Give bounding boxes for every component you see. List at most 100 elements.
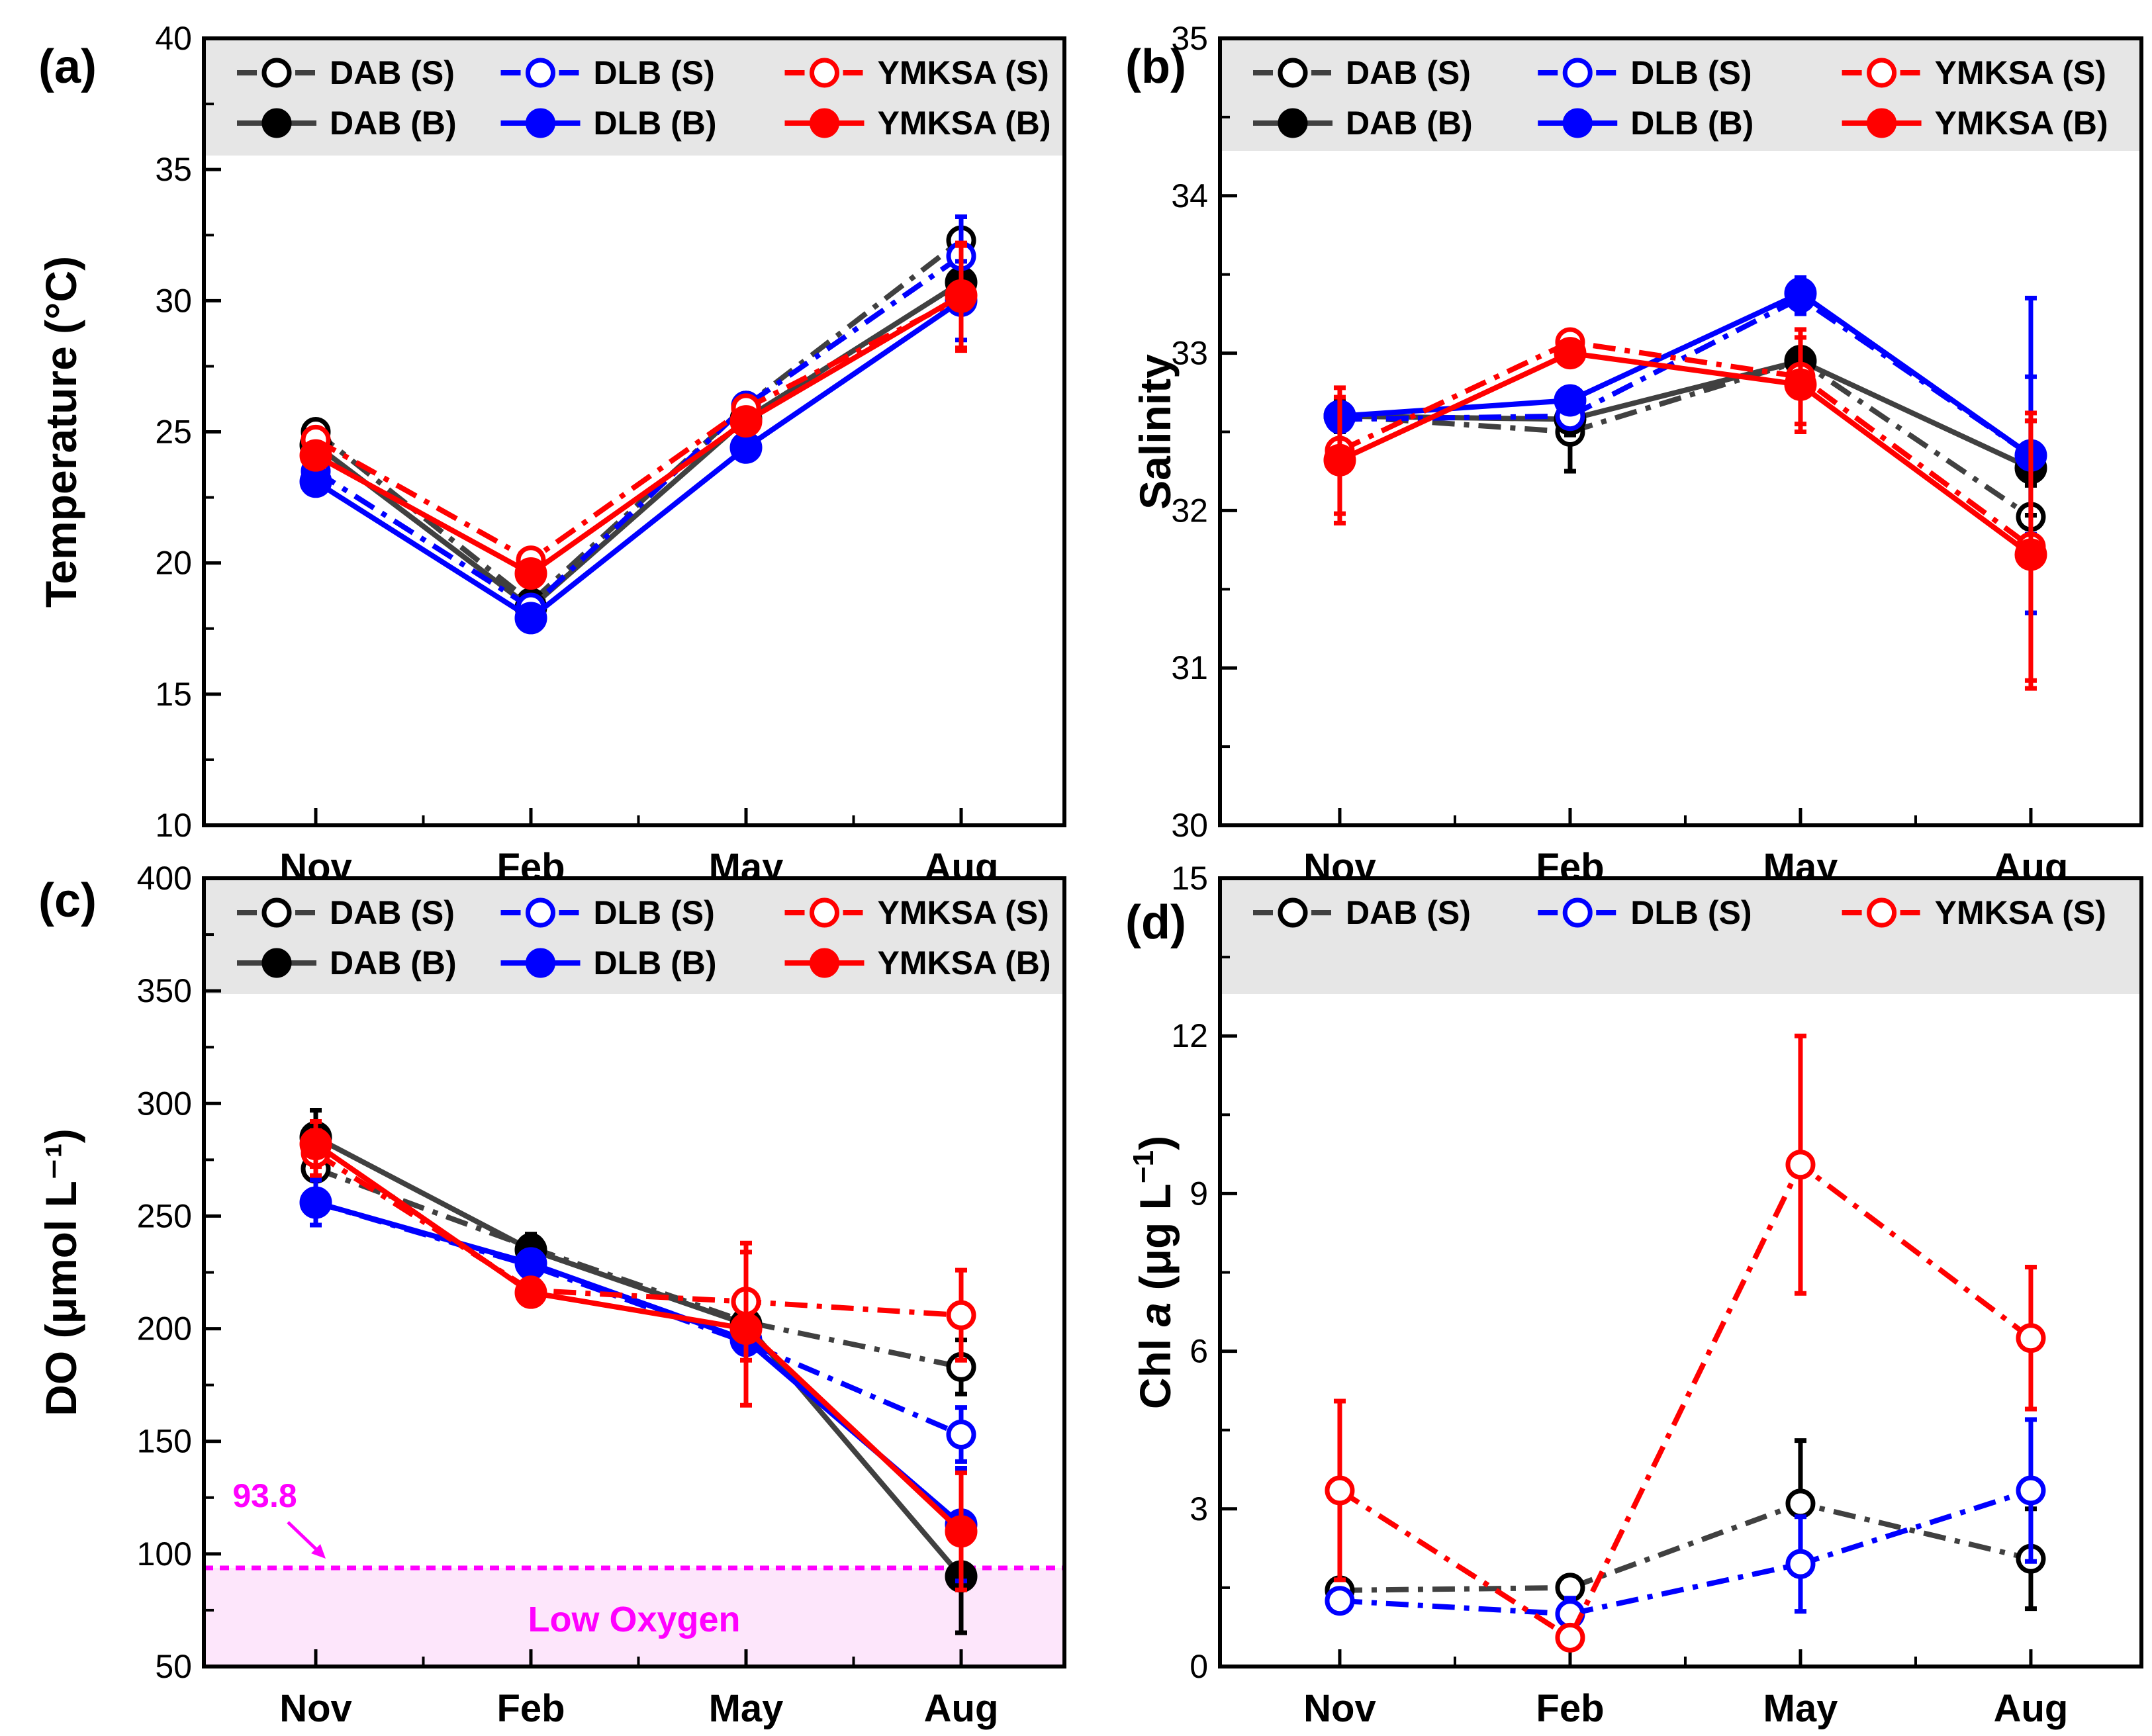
y-tick-label: 15 xyxy=(155,676,192,713)
y-tick-label: 20 xyxy=(155,545,192,582)
legend-label-dab_b: DAB (B) xyxy=(330,944,457,982)
plot-frame xyxy=(202,36,1066,827)
legend-background xyxy=(204,878,1064,994)
legend-marker-dlb_b xyxy=(1562,108,1593,138)
data-point-ymksa_s xyxy=(946,1300,976,1330)
legend-label-dlb_b: DLB (B) xyxy=(594,944,717,982)
legend-marker-dlb_s xyxy=(526,897,555,928)
y-tick-label: 350 xyxy=(137,972,192,1009)
legend-marker-dab_s xyxy=(261,897,292,928)
y-tick-label: 25 xyxy=(155,414,192,451)
legend-label-dab_b: DAB (B) xyxy=(330,105,457,142)
legend-label-ymksa_s: YMKSA (S) xyxy=(878,54,1049,91)
series-line-dlb_s xyxy=(314,253,963,611)
legend-marker-ymksa_b xyxy=(810,108,839,138)
x-tick-label: Aug xyxy=(1994,1687,2069,1730)
y-tick-label: 200 xyxy=(137,1310,192,1348)
data-point-dlb_b xyxy=(514,1247,547,1280)
legend-marker-dlb_b xyxy=(526,948,555,978)
legend-marker-dab_s xyxy=(261,58,292,88)
y-tick-label: 35 xyxy=(155,151,192,188)
legend-item-ymksa_s: YMKSA (S) xyxy=(784,54,1049,91)
legend-background xyxy=(204,38,1064,156)
legend-marker-ymksa_s xyxy=(1867,58,1897,88)
series-dlb_b xyxy=(299,259,978,635)
data-point-ymksa_b xyxy=(1784,368,1817,401)
legend-item-ymksa_s: YMKSA (S) xyxy=(1842,894,2106,931)
series-line-ymksa_b xyxy=(314,1142,963,1533)
series-line-ymksa_s xyxy=(314,295,962,563)
data-point-dlb_b xyxy=(299,465,332,498)
data-point-ymksa_b xyxy=(299,439,332,472)
threshold-arrow-head xyxy=(311,1544,326,1559)
y-tick-label: 30 xyxy=(155,282,192,319)
legend-label-dlb_s: DLB (S) xyxy=(1630,894,1752,931)
legend-item-dlb_b: DLB (B) xyxy=(1538,105,1754,142)
series-ymksa_b xyxy=(299,1119,978,1592)
y-tick-label: 0 xyxy=(1190,1648,1208,1685)
legend-item-dab_s: DAB (S) xyxy=(1253,54,1471,91)
panel-d: 0 3 6 9 12 15 Nov Feb May Aug DAB (S) DLB (S) YMKSA … xyxy=(1125,860,2143,1730)
legend-marker-dab_b xyxy=(261,948,292,978)
data-point-dlb_s xyxy=(946,1420,976,1450)
low-oxygen-label: Low Oxygen xyxy=(528,1600,740,1639)
threshold-value-label: 93.8 xyxy=(232,1477,297,1514)
legend-label-ymksa_b: YMKSA (B) xyxy=(878,944,1051,982)
data-point-ymksa_s xyxy=(1555,1622,1585,1653)
x-tick-label: May xyxy=(709,1687,784,1730)
data-point-dlb_s xyxy=(2016,1475,2046,1506)
legend-label-dlb_b: DLB (B) xyxy=(1630,105,1754,142)
legend-marker-dlb_b xyxy=(526,108,555,138)
series-line-dab_b xyxy=(1339,358,2032,471)
y-tick-label: 250 xyxy=(137,1197,192,1234)
legend-marker-dab_s xyxy=(1278,58,1308,88)
legend-label-ymksa_b: YMKSA (B) xyxy=(1935,105,2108,142)
data-point-ymksa_b xyxy=(729,1312,763,1346)
legend-marker-dab_b xyxy=(261,108,292,138)
data-point-ymksa_b xyxy=(945,1515,978,1548)
series-line-ymksa_s xyxy=(1338,1162,2033,1641)
data-point-ymksa_b xyxy=(945,279,978,312)
legend-item-ymksa_s: YMKSA (S) xyxy=(1842,54,2106,91)
legend-label-dab_b: DAB (B) xyxy=(1346,105,1473,142)
legend-item-ymksa_b: YMKSA (B) xyxy=(784,105,1051,142)
legend-label-dlb_s: DLB (S) xyxy=(1630,54,1752,91)
data-point-ymksa_b xyxy=(2014,538,2047,571)
legend-item-dlb_b: DLB (B) xyxy=(500,944,717,982)
legend-item-dlb_s: DLB (S) xyxy=(1538,894,1752,931)
y-tick-label: 50 xyxy=(155,1648,192,1685)
x-tick-label: Nov xyxy=(1303,1687,1376,1730)
y-tick-label: 3 xyxy=(1190,1490,1208,1528)
data-point-ymksa_b xyxy=(514,557,547,590)
series-line-ymksa_s xyxy=(314,1150,962,1318)
y-tick-label: 30 xyxy=(1171,807,1208,844)
legend-item-dlb_s: DLB (S) xyxy=(500,54,715,91)
data-point-dab_s xyxy=(1785,1488,1816,1519)
legend-label-dab_s: DAB (S) xyxy=(1346,894,1471,931)
legend-label-dlb_s: DLB (S) xyxy=(594,54,715,91)
y-tick-label: 150 xyxy=(137,1423,192,1460)
data-point-dlb_b xyxy=(729,431,763,464)
legend-background xyxy=(1220,878,2141,994)
data-point-dlb_s xyxy=(1325,1586,1355,1616)
plot-frame xyxy=(1218,876,2143,1668)
plot-frame xyxy=(1218,36,2143,827)
legend-marker-ymksa_s xyxy=(810,897,839,928)
legend-marker-ymksa_b xyxy=(1867,108,1897,138)
y-tick-label: 100 xyxy=(137,1535,192,1573)
legend-item-dab_b: DAB (B) xyxy=(237,944,457,982)
legend-item-ymksa_b: YMKSA (B) xyxy=(784,944,1051,982)
legend-label-ymksa_b: YMKSA (B) xyxy=(878,105,1051,142)
series-line-dlb_b xyxy=(314,298,963,621)
data-point-dlb_b xyxy=(514,602,547,635)
panel-c: 93.8 Low Oxygen 50 100 150 200 250 300 350 400 Nov… xyxy=(36,860,1066,1730)
x-tick-label: May xyxy=(1763,1687,1838,1730)
series-line-dab_b xyxy=(314,280,963,611)
legend-label-dab_s: DAB (S) xyxy=(330,54,455,91)
y-axis-label: DO (μmol L⁻¹) xyxy=(36,1128,85,1416)
data-point-ymksa_b xyxy=(1323,443,1356,477)
legend-marker-dab_s xyxy=(1278,897,1308,928)
low-oxygen-region xyxy=(204,1567,1064,1667)
